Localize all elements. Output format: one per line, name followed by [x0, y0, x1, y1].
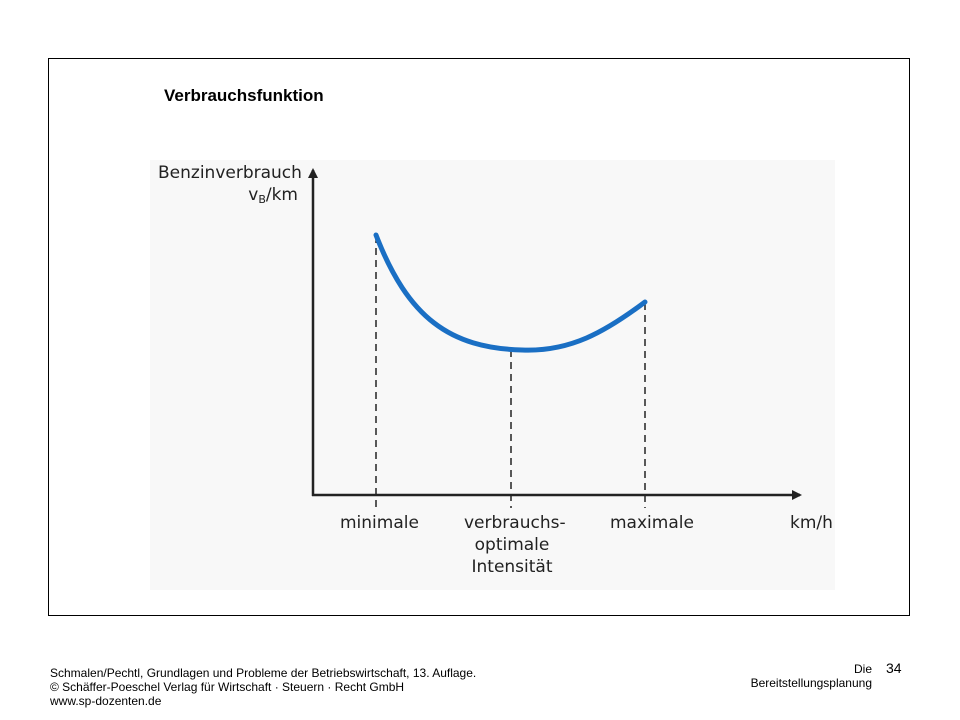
- slide-title: Verbrauchsfunktion: [164, 86, 324, 105]
- source-line-2: © Schäffer-Poeschel Verlag für Wirtschaf…: [50, 680, 405, 694]
- consumption-diagram: Benzinverbrauch vB/km minimale verbrauch…: [150, 160, 835, 590]
- slide-frame: [48, 58, 910, 616]
- chapter-title-line1: Die: [853, 662, 872, 676]
- source-citation: Schmalen/Pechtl, Grundlagen und Probleme…: [50, 666, 476, 708]
- x-label-optimal: verbrauchs- optimale Intensität: [464, 512, 566, 578]
- x-label-optimal-line1: verbrauchs-: [464, 513, 566, 533]
- y-axis-label: Benzinverbrauch vB/km: [158, 162, 302, 211]
- y-axis-label-line2: vB/km: [158, 184, 298, 211]
- x-label-maximal: maximale: [610, 513, 694, 533]
- chapter-title-line2: Bereitstellungsplanung: [750, 676, 872, 690]
- x-axis-unit-label: km/h: [790, 513, 833, 533]
- y-axis-label-rest: /km: [265, 185, 298, 205]
- x-label-minimal: minimale: [340, 513, 419, 533]
- source-line-1: Schmalen/Pechtl, Grundlagen und Probleme…: [50, 666, 477, 680]
- consumption-curve: [373, 232, 648, 353]
- page-number: 34: [886, 660, 902, 676]
- source-line-3: www.sp-dozenten.de: [50, 694, 162, 708]
- x-label-optimal-line3: Intensität: [471, 557, 553, 577]
- y-axis-label-v: v: [248, 185, 259, 205]
- x-label-optimal-line2: optimale: [474, 535, 550, 555]
- diagram-canvas: [308, 168, 802, 508]
- y-axis-label-sub: B: [258, 193, 266, 206]
- y-axis-label-line1: Benzinverbrauch: [158, 163, 302, 183]
- chapter-title: Die Bereitstellungsplanung: [751, 662, 872, 690]
